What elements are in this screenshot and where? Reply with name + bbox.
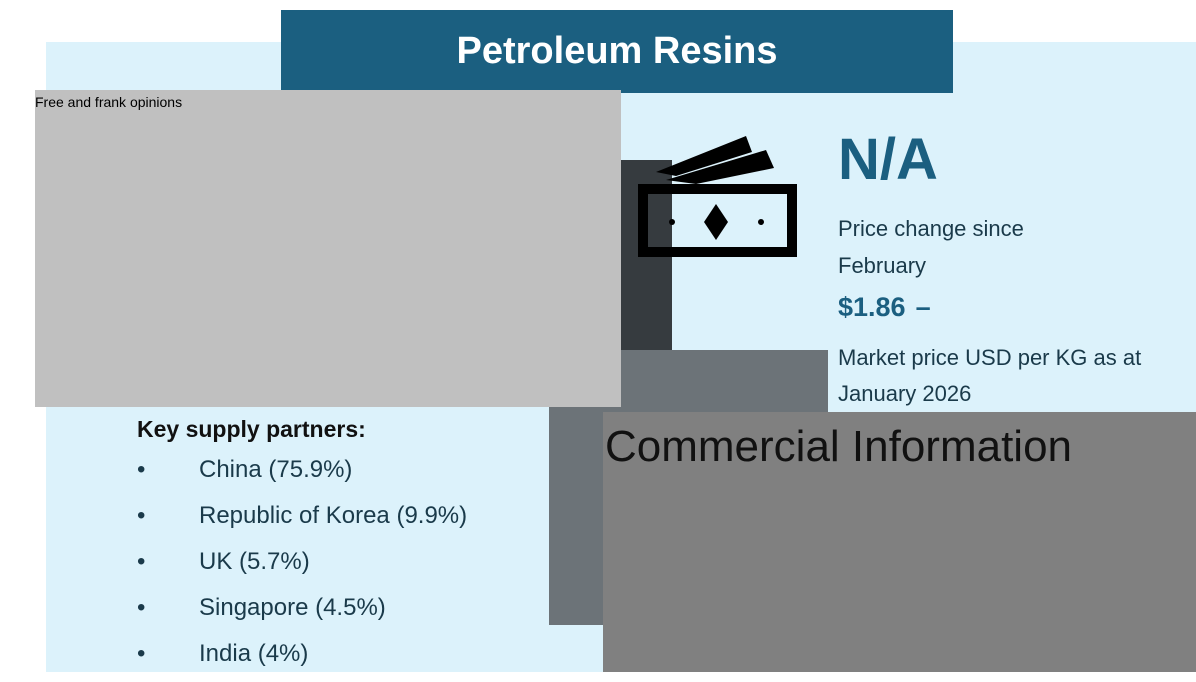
redaction-box: Free and frank opinions (35, 90, 621, 407)
price-change-caption: Price change since February (838, 216, 1024, 278)
market-price-trend: – (915, 292, 931, 322)
commercial-label: Commercial Information (605, 422, 1073, 471)
money-icon (638, 136, 797, 257)
supply-heading: Key supply partners: (137, 416, 366, 442)
redaction-label: Free and frank opinions (35, 94, 183, 110)
supply-item: Singapore (4.5%) (137, 590, 467, 636)
market-price: $1.86– (838, 292, 931, 323)
commercial-box: Commercial Information (603, 412, 1196, 672)
supply-item: India (4%) (137, 636, 467, 682)
supply-item: Republic of Korea (9.9%) (137, 498, 467, 544)
title: Petroleum Resins (456, 30, 778, 72)
price-change-value: N/A (838, 127, 938, 192)
supply-item: UK (5.7%) (137, 544, 467, 590)
supply-list: China (75.9%)Republic of Korea (9.9%)UK … (137, 452, 467, 682)
market-price-value: $1.86 (838, 292, 906, 322)
market-price-caption: Market price USD per KG as at January 20… (838, 345, 1142, 406)
supply-item: China (75.9%) (137, 452, 467, 498)
title-banner: Petroleum Resins (281, 10, 953, 93)
